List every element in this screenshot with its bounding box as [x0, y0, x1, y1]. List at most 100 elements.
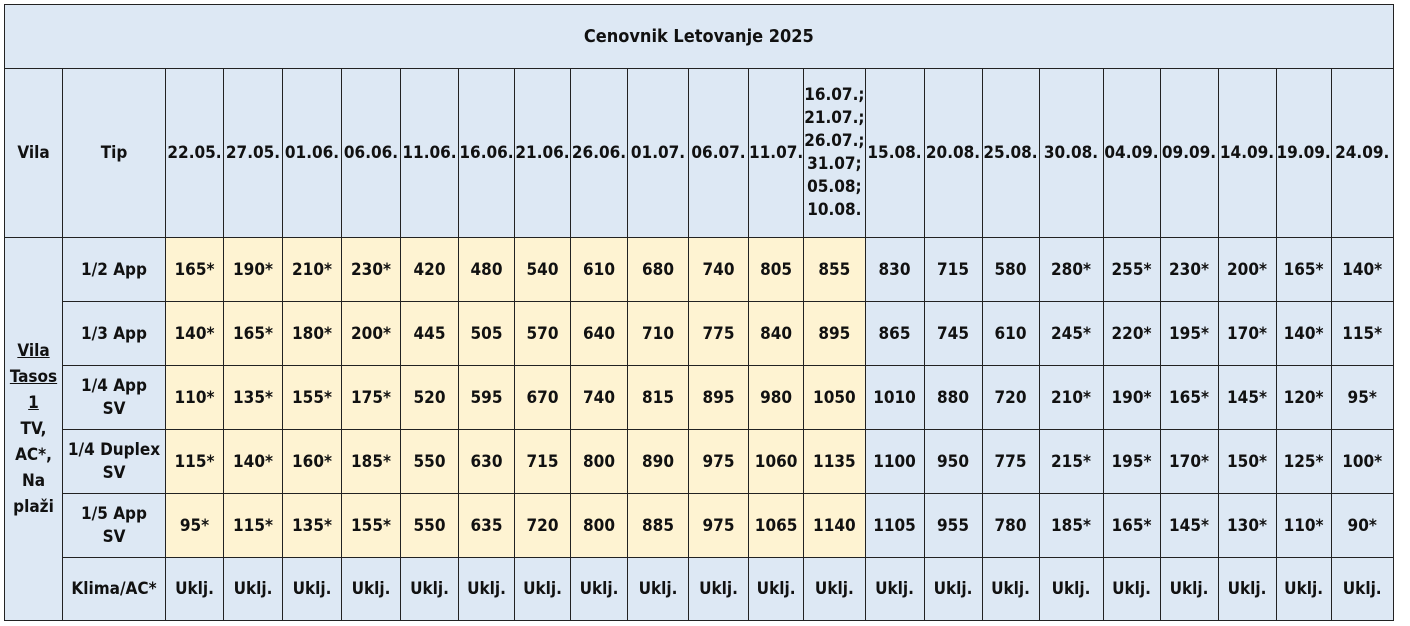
price-cell: 595 — [458, 365, 515, 430]
price-cell: 140* — [1275, 301, 1332, 366]
ac-cell: Uklj. — [803, 557, 866, 621]
header-date: 06.07. — [688, 68, 749, 238]
price-cell: 1140 — [803, 493, 866, 558]
table-title: Cenovnik Letovanje 2025 — [4, 4, 1394, 69]
header-date: 09.09. — [1159, 68, 1219, 238]
title-row: Cenovnik Letovanje 2025 — [4, 4, 1394, 69]
ac-label: Klima/AC* — [62, 557, 166, 621]
vila-label-line5: AC*, — [15, 445, 52, 465]
price-cell: 220* — [1102, 301, 1161, 366]
price-cell: 630 — [458, 429, 515, 494]
price-cell: 155* — [341, 493, 401, 558]
price-cell: 895 — [803, 301, 866, 366]
price-cell: 550 — [400, 493, 459, 558]
vila-label-line6: Na — [21, 471, 46, 491]
price-cell: 710 — [627, 301, 689, 366]
price-cell: 165* — [165, 237, 224, 302]
price-cell: 520 — [400, 365, 459, 430]
header-date: 16.06. — [458, 68, 515, 238]
price-cell: 980 — [747, 365, 805, 430]
header-date: 25.08. — [981, 68, 1040, 238]
price-cell: 190* — [223, 237, 283, 302]
room-type: 1/4 App SV — [62, 365, 166, 430]
price-cell: 125* — [1275, 429, 1332, 494]
price-row: 1/3 App 140* 165* 180* 200* 445 505 570 640 710 77… — [5, 301, 1394, 366]
header-date: 20.08. — [923, 68, 983, 238]
price-cell: 740 — [570, 365, 628, 430]
price-cell: 170* — [1217, 301, 1277, 366]
price-cell: 135* — [282, 493, 342, 558]
price-cell: 1100 — [864, 429, 925, 494]
price-cell: 780 — [981, 493, 1040, 558]
price-cell: 550 — [400, 429, 459, 494]
price-cell: 160* — [282, 429, 342, 494]
price-cell: 640 — [570, 301, 628, 366]
ac-cell: Uklj. — [400, 557, 459, 621]
ac-cell: Uklj. — [1038, 557, 1104, 621]
price-cell: 570 — [514, 301, 571, 366]
price-cell: 200* — [341, 301, 401, 366]
price-cell: 165* — [1275, 237, 1332, 302]
price-cell: 115* — [1330, 301, 1394, 366]
room-type: 1/2 App — [62, 237, 166, 302]
price-cell: 140* — [223, 429, 283, 494]
ac-cell: Uklj. — [1159, 557, 1219, 621]
price-row: 1/4 Duplex SV 115* 140* 160* 185* 550 630 715 800… — [5, 429, 1394, 494]
ac-cell: Uklj. — [923, 557, 983, 621]
price-cell: 195* — [1102, 429, 1161, 494]
price-cell: 775 — [981, 429, 1040, 494]
price-cell: 170* — [1159, 429, 1219, 494]
ac-cell: Uklj. — [981, 557, 1040, 621]
ac-cell: Uklj. — [458, 557, 515, 621]
price-cell: 805 — [747, 237, 805, 302]
price-cell: 230* — [1159, 237, 1219, 302]
price-cell: 505 — [458, 301, 515, 366]
price-cell: 210* — [1038, 365, 1104, 430]
price-cell: 420 — [400, 237, 459, 302]
price-cell: 610 — [981, 301, 1040, 366]
price-cell: 580 — [981, 237, 1040, 302]
price-cell: 1065 — [747, 493, 805, 558]
vila-label-line1: Vila — [17, 341, 50, 361]
price-cell: 610 — [570, 237, 628, 302]
price-cell: 715 — [514, 429, 571, 494]
price-cell: 955 — [923, 493, 983, 558]
price-cell: 1050 — [803, 365, 866, 430]
price-cell: 740 — [688, 237, 749, 302]
ac-cell: Uklj. — [282, 557, 342, 621]
price-cell: 1060 — [747, 429, 805, 494]
price-cell: 155* — [282, 365, 342, 430]
price-cell: 445 — [400, 301, 459, 366]
ac-cell: Uklj. — [514, 557, 571, 621]
header-vila: Vila — [4, 68, 63, 238]
price-cell: 100* — [1330, 429, 1394, 494]
vila-label-line4: TV, — [20, 419, 47, 439]
ac-cell: Uklj. — [688, 557, 749, 621]
header-date: 19.09. — [1275, 68, 1332, 238]
price-cell: 215* — [1038, 429, 1104, 494]
price-cell: 145* — [1159, 493, 1219, 558]
price-cell: 230* — [341, 237, 401, 302]
price-cell: 165* — [1102, 493, 1161, 558]
price-cell: 145* — [1217, 365, 1277, 430]
price-cell: 480 — [458, 237, 515, 302]
price-cell: 115* — [165, 429, 224, 494]
price-cell: 140* — [1330, 237, 1394, 302]
price-cell: 185* — [341, 429, 401, 494]
price-table: Cenovnik Letovanje 2025 Vila Tip 22.05. 27.0… — [4, 4, 1394, 621]
price-cell: 775 — [688, 301, 749, 366]
price-cell: 120* — [1275, 365, 1332, 430]
header-row: Vila Tip 22.05. 27.05. 01.06. 06.06. 11.06. 16.… — [4, 68, 1394, 238]
header-tip: Tip — [62, 68, 166, 238]
price-cell: 110* — [165, 365, 224, 430]
price-cell: 115* — [223, 493, 283, 558]
price-cell: 150* — [1217, 429, 1277, 494]
room-type: 1/3 App — [62, 301, 166, 366]
price-cell: 885 — [627, 493, 689, 558]
price-cell: 800 — [570, 429, 628, 494]
price-cell: 635 — [458, 493, 515, 558]
header-date: 16.07.; 21.07.; 26.07.; 31.07; 05.08; 10.08. — [803, 68, 866, 238]
price-cell: 540 — [514, 237, 571, 302]
header-date: 30.08. — [1038, 68, 1104, 238]
header-date: 22.05. — [165, 68, 224, 238]
